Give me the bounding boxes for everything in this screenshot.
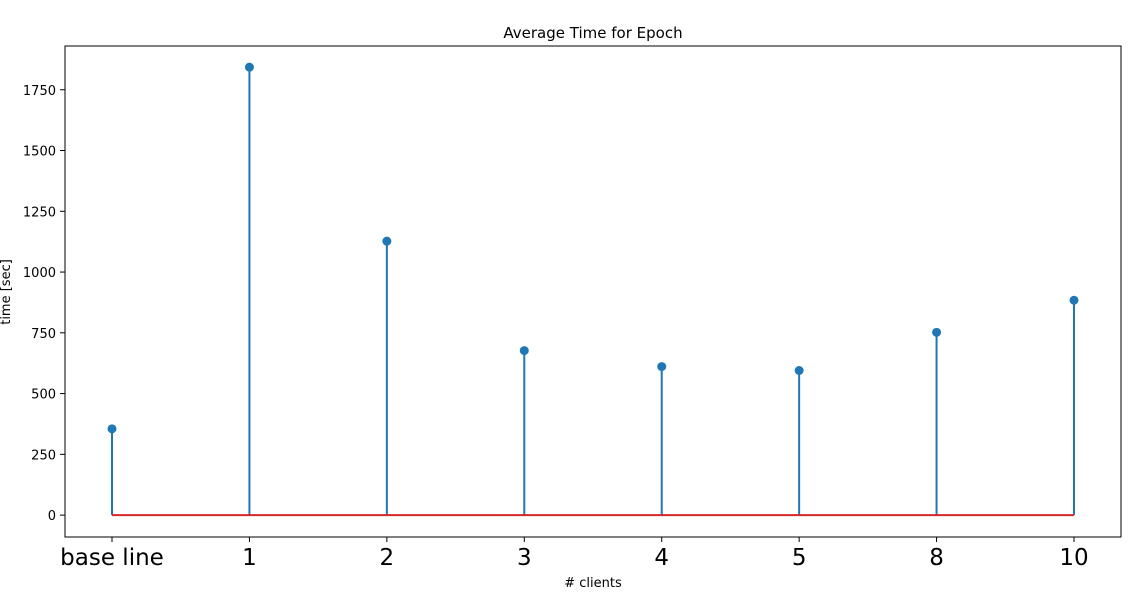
plot-frame [64, 45, 1122, 538]
stem-marker [932, 327, 942, 337]
stem-marker [657, 362, 667, 372]
y-tick-label: 0 [48, 509, 56, 524]
x-tick-label: 8 [929, 545, 944, 571]
stem-marker [519, 346, 529, 356]
y-axis-label: time [sec] [0, 259, 14, 325]
y-tick-label: 500 [31, 388, 56, 403]
stem-marker [382, 236, 392, 246]
chart-title: Average Time for Epoch [503, 24, 682, 42]
stem-marker [1069, 295, 1079, 305]
x-tick-label: 5 [792, 545, 807, 571]
x-tick-label: 1 [242, 545, 257, 571]
stem-marker [107, 424, 117, 434]
x-tick-label: 4 [654, 545, 669, 571]
x-tick-label: 3 [517, 545, 532, 571]
stem-marker [794, 365, 804, 375]
y-tick-label: 250 [31, 448, 56, 463]
y-tick-label: 1000 [23, 266, 56, 281]
x-tick-label: 2 [380, 545, 395, 571]
x-tick-label: 10 [1059, 545, 1088, 571]
y-tick-label: 1250 [23, 205, 56, 220]
x-axis-label: # clients [564, 576, 622, 591]
y-tick-label: 1500 [23, 145, 56, 160]
x-tick-label: base line [60, 545, 164, 571]
stem-marker [244, 62, 254, 72]
y-tick-label: 750 [31, 327, 56, 342]
y-tick-label: 1750 [23, 84, 56, 99]
plot-area: 0 250 500 750 1000 1250 1500 1750 base line 1 2 3 4 5… [23, 45, 1122, 571]
